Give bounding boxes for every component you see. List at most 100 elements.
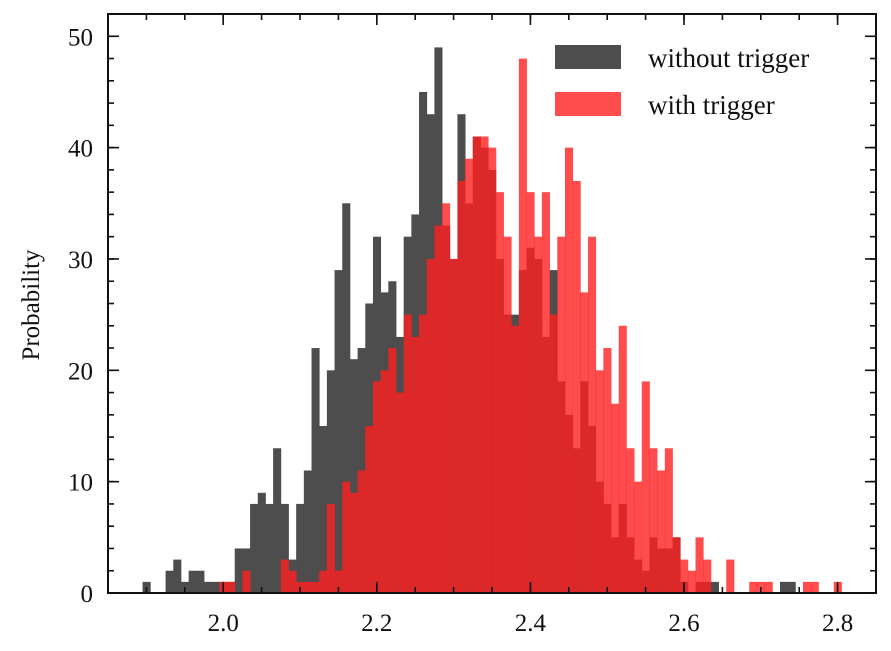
- histogram-bar: [342, 203, 351, 594]
- histogram-bar: [495, 192, 504, 593]
- histogram-bar: [557, 236, 566, 593]
- histogram-bar: [803, 581, 812, 593]
- ticks-layer: [107, 13, 877, 594]
- y-axis-title: Probability: [18, 249, 45, 361]
- histogram-bar: [564, 147, 574, 593]
- histogram-bar: [319, 570, 328, 593]
- histogram-bar: [626, 448, 635, 593]
- histogram-bar: [326, 370, 335, 593]
- histogram-bar: [780, 581, 789, 593]
- histogram-bar: [426, 258, 435, 593]
- y-tick-label: 40: [68, 136, 93, 163]
- histogram-bar: [242, 570, 251, 593]
- histogram-bar: [326, 503, 335, 593]
- histogram-bar: [687, 570, 696, 593]
- histogram-bar: [810, 581, 819, 593]
- histogram-bar: [526, 192, 535, 593]
- histogram-bar: [273, 448, 282, 593]
- histogram-bar: [196, 570, 205, 593]
- histogram-bar: [296, 503, 305, 593]
- histogram-bar: [334, 570, 343, 593]
- y-tick-label: 10: [68, 470, 93, 497]
- x-tick-labels: 2.0 2.2 2.4 2.6 2.8: [208, 610, 854, 637]
- y-tick-label: 30: [68, 247, 93, 274]
- histogram-bar: [188, 570, 197, 593]
- histogram-bar: [365, 425, 374, 593]
- histogram-bar: [288, 570, 297, 593]
- histogram-bar: [311, 581, 320, 593]
- histogram-bar: [488, 147, 497, 593]
- histogram-bar: [303, 470, 312, 593]
- histogram-bar: [319, 425, 328, 593]
- histogram-bar: [472, 136, 481, 594]
- y-tick-label: 50: [68, 24, 93, 51]
- histogram-bar: [603, 348, 612, 593]
- histogram-bar: [588, 236, 597, 593]
- histogram-bar: [534, 236, 543, 593]
- histogram-bar: [549, 314, 558, 593]
- legend-swatch: [555, 45, 621, 69]
- histogram-bar: [480, 136, 489, 594]
- histogram-bar: [442, 203, 451, 594]
- histogram-bar: [204, 581, 213, 593]
- histogram-bar: [434, 225, 443, 593]
- x-tick-label: 2.2: [361, 610, 392, 637]
- x-tick-label: 2.6: [668, 610, 699, 637]
- histogram-bar: [641, 381, 650, 593]
- bars-layer: [142, 47, 842, 594]
- histogram-bar: [726, 559, 735, 593]
- histogram-bar: [695, 537, 704, 593]
- series-2-bars: [219, 58, 842, 594]
- histogram-bar: [580, 292, 589, 593]
- histogram-bar: [227, 581, 236, 593]
- legend: without trigger with trigger: [555, 43, 809, 120]
- histogram-bar: [411, 336, 420, 593]
- histogram-bar: [280, 503, 289, 593]
- histogram-bar: [618, 325, 627, 593]
- legend-label: with trigger: [648, 90, 775, 120]
- histogram-bar: [349, 359, 358, 593]
- y-tick-labels: 0 10 20 30 40 50: [68, 24, 93, 608]
- histogram-bar: [518, 58, 527, 594]
- histogram-bar: [280, 559, 289, 593]
- histogram-bar: [265, 503, 274, 593]
- histogram-bar: [657, 470, 666, 593]
- histogram-bar: [342, 481, 351, 593]
- histogram-bar: [572, 181, 581, 593]
- y-tick-label: 0: [81, 581, 94, 608]
- histogram-bar: [634, 481, 643, 593]
- histogram-bar: [710, 581, 719, 593]
- histogram-bar: [611, 403, 620, 593]
- histogram-bar: [403, 314, 412, 593]
- x-tick-label: 2.0: [208, 610, 239, 637]
- x-tick-label: 2.8: [822, 610, 853, 637]
- histogram-bar: [250, 503, 259, 593]
- histogram-bar: [649, 448, 658, 593]
- histogram-bar: [680, 559, 689, 593]
- histogram-bar: [419, 314, 428, 593]
- histogram-bar: [257, 492, 266, 593]
- histogram-bar: [211, 581, 220, 593]
- histogram-bar: [672, 537, 681, 593]
- histogram-bar: [372, 381, 382, 593]
- histogram-bar: [595, 370, 604, 593]
- histogram-bar: [357, 470, 366, 593]
- y-tick-label: 20: [68, 358, 93, 385]
- histogram-bar: [173, 559, 182, 593]
- legend-label: without trigger: [648, 43, 809, 73]
- histogram-bar: [449, 258, 458, 593]
- x-tick-label: 2.4: [515, 610, 547, 637]
- histogram-bar: [787, 581, 796, 593]
- histogram-bar: [334, 270, 343, 593]
- histogram-bar: [541, 192, 550, 593]
- histogram-bar: [465, 158, 474, 593]
- histogram-bar: [303, 581, 312, 593]
- histogram-bar: [311, 348, 320, 593]
- histogram-bar: [165, 570, 174, 593]
- histogram-bar: [749, 581, 758, 593]
- histogram-bar: [664, 448, 673, 593]
- histogram-bar: [396, 392, 405, 593]
- histogram-bar: [380, 370, 389, 593]
- histogram-bar: [457, 181, 466, 593]
